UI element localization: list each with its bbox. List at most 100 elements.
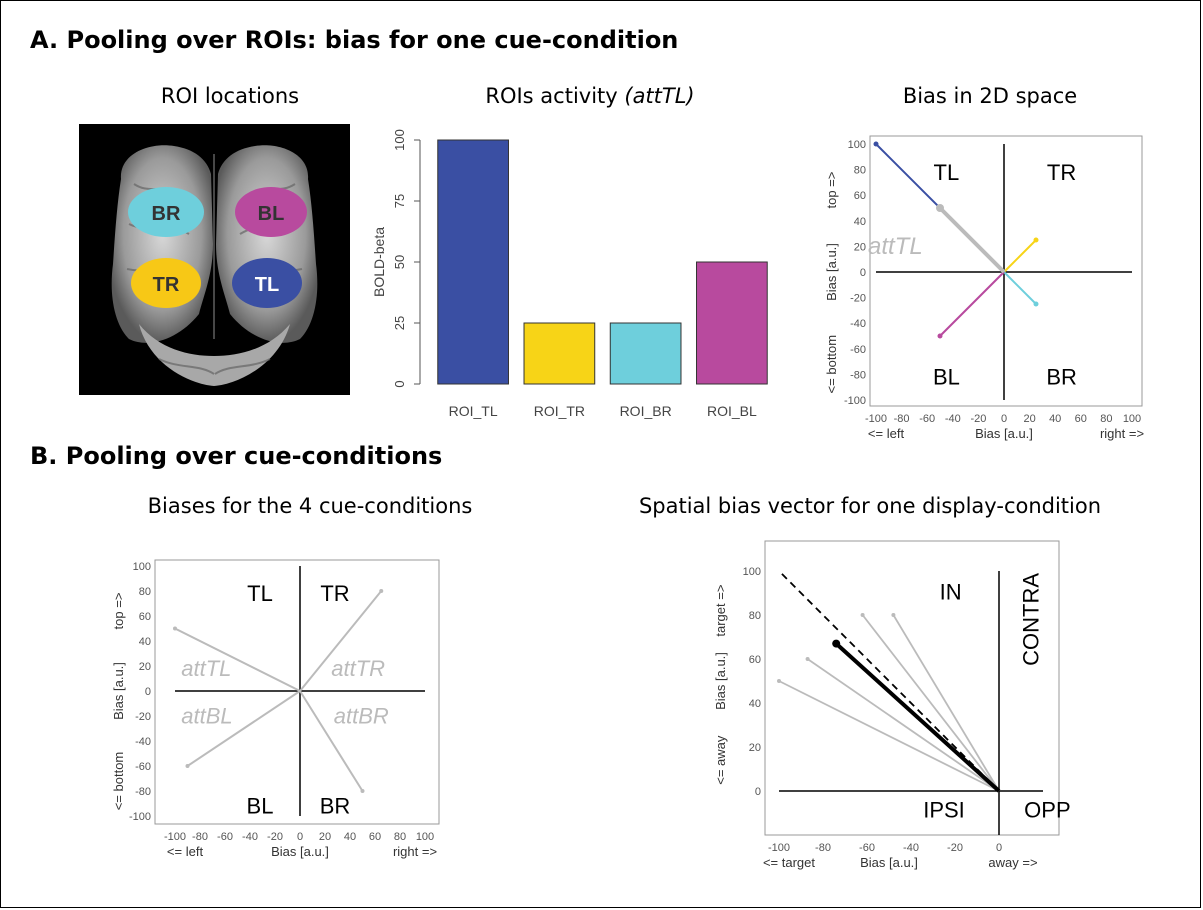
section-b-title: B. Pooling over cue-conditions: [30, 442, 443, 470]
y-axis-label: BOLD-beta: [371, 227, 387, 297]
quadrant-label-br: BR: [1046, 365, 1077, 390]
quadrant-label-tl: TL: [247, 581, 273, 606]
y-tick-label: -20: [135, 711, 151, 723]
x-tick-label: 80: [394, 831, 406, 843]
bar-roi-bl: [696, 261, 768, 385]
x-tick-label: 0: [297, 831, 303, 843]
quadrant-label-ipsi: IPSI: [923, 797, 965, 822]
y-label-center: Bias [a.u.]: [713, 652, 728, 710]
vector-endpoint-tr: [1033, 237, 1039, 243]
vector-grey: [938, 206, 1006, 274]
roi-tl: TL: [232, 258, 302, 308]
vector-attbl: [186, 690, 301, 767]
y-tick-label: -40: [135, 736, 151, 748]
quadrant-label-contra: CONTRA: [1019, 573, 1044, 666]
vector-bl: [939, 271, 1005, 337]
roi-br-label: BR: [152, 203, 181, 225]
roi-br: BR: [128, 187, 204, 237]
y-tick-label: -40: [850, 318, 866, 330]
x-tick-label: 20: [1023, 413, 1035, 425]
roi-tr-label: TR: [153, 274, 180, 296]
x-tick-label: -60: [859, 842, 875, 854]
quadrant-label-br: BR: [320, 794, 351, 819]
condition-vector: [778, 680, 1000, 792]
plot-border: [869, 135, 1143, 407]
roi-bl-label: BL: [258, 203, 285, 225]
x-tick-label: -40: [903, 842, 919, 854]
x-label-right: right =>: [1100, 426, 1144, 441]
y-tick-label: -100: [129, 811, 151, 823]
spatial-vector-title: Spatial bias vector for one display-cond…: [638, 494, 1102, 518]
y-label-top: top =>: [111, 593, 126, 630]
vector-endpoint: [379, 589, 384, 593]
y-tick-label: -80: [850, 369, 866, 381]
y-tick-label: 100: [133, 561, 151, 573]
roi-overlay: BR BL TR TL: [128, 187, 307, 308]
vector-atttr: [299, 590, 383, 692]
x-tick-label: 40: [344, 831, 356, 843]
y-tick-label: 60: [139, 611, 151, 623]
y-tick-label: -60: [135, 761, 151, 773]
x-tick-label: ROI_BR: [620, 403, 672, 419]
y-tick-label: 60: [854, 190, 866, 202]
y-tick-label: 0: [145, 686, 151, 698]
quadrant-label-opp: OPP: [1024, 797, 1070, 822]
condition-vector-endpoint: [860, 613, 865, 617]
plot-border: [764, 540, 1060, 836]
roi-locations-title: ROI locations: [160, 84, 300, 108]
roi-tl-marker: [232, 258, 302, 308]
y-label-bottom: <= away: [713, 735, 728, 785]
y-tick-label: 0: [392, 380, 407, 387]
roi-activity-chart: 0 25 50 75 100 BOLD-beta ROI_TL ROI_TR ROI_BR ROI…: [371, 129, 768, 419]
x-label-right: away =>: [988, 855, 1037, 870]
y-tick-label: -20: [850, 293, 866, 305]
x-tick-label: -80: [894, 413, 910, 425]
x-tick-label: ROI_TR: [534, 403, 585, 419]
section-a-title: A. Pooling over ROIs: bias for one cue-c…: [30, 26, 679, 54]
y-label-top: target =>: [713, 585, 728, 637]
vector-endpoint-br: [1033, 301, 1039, 307]
quadrant-label-bl: BL: [933, 365, 960, 390]
biases-4-chart: 100 80 60 40 20 0 -20 -40 -60 -80 -100 -100 -80 -60 -4…: [111, 559, 440, 859]
x-tick-label: -100: [865, 413, 887, 425]
biases-4-title: Biases for the 4 cue-conditions: [147, 494, 473, 518]
vector-label: attTL: [181, 656, 231, 681]
vector-label: attTL: [868, 233, 923, 260]
vector-endpoint-bl: [937, 333, 943, 339]
y-tick-label: 80: [854, 165, 866, 177]
vector-atttl: [174, 627, 301, 692]
x-tick-label: -100: [164, 831, 186, 843]
vector-endpoint: [360, 789, 365, 793]
bar-roi-br: [609, 322, 682, 385]
bar-roi-tr: [523, 322, 596, 385]
x-tick-label: 60: [1075, 413, 1087, 425]
x-tick-label: 60: [369, 831, 381, 843]
y-tick-label: 100: [848, 139, 866, 151]
y-tick-label: 40: [854, 216, 866, 228]
roi-tl-label: TL: [255, 274, 279, 296]
quadrant-label-tr: TR: [320, 581, 349, 606]
x-label-center: Bias [a.u.]: [860, 855, 918, 870]
y-tick-label: 40: [749, 698, 761, 710]
y-tick-label: -60: [850, 344, 866, 356]
quadrant-label-in: IN: [940, 580, 962, 605]
vector-tr: [1003, 239, 1037, 273]
vector-br: [1003, 271, 1037, 305]
x-label-right: right =>: [393, 844, 437, 859]
y-label-bottom: <= bottom: [111, 752, 126, 811]
condition-vector: [807, 658, 1000, 792]
x-tick-label: 40: [1049, 413, 1061, 425]
vector-endpoint-grey: [936, 204, 944, 212]
y-tick-label: -100: [844, 395, 866, 407]
x-tick-label: -80: [192, 831, 208, 843]
y-tick-label: 40: [139, 636, 151, 648]
x-tick-label: -20: [947, 842, 963, 854]
y-tick-label: 60: [749, 654, 761, 666]
vector-label: attBR: [334, 704, 389, 729]
condition-vector-endpoint: [777, 679, 781, 683]
y-tick-label: 100: [392, 129, 407, 151]
mean-vector: [834, 642, 1001, 793]
x-tick-label: -80: [815, 842, 831, 854]
condition-vector: [861, 614, 1000, 792]
y-tick-label: -80: [135, 786, 151, 798]
